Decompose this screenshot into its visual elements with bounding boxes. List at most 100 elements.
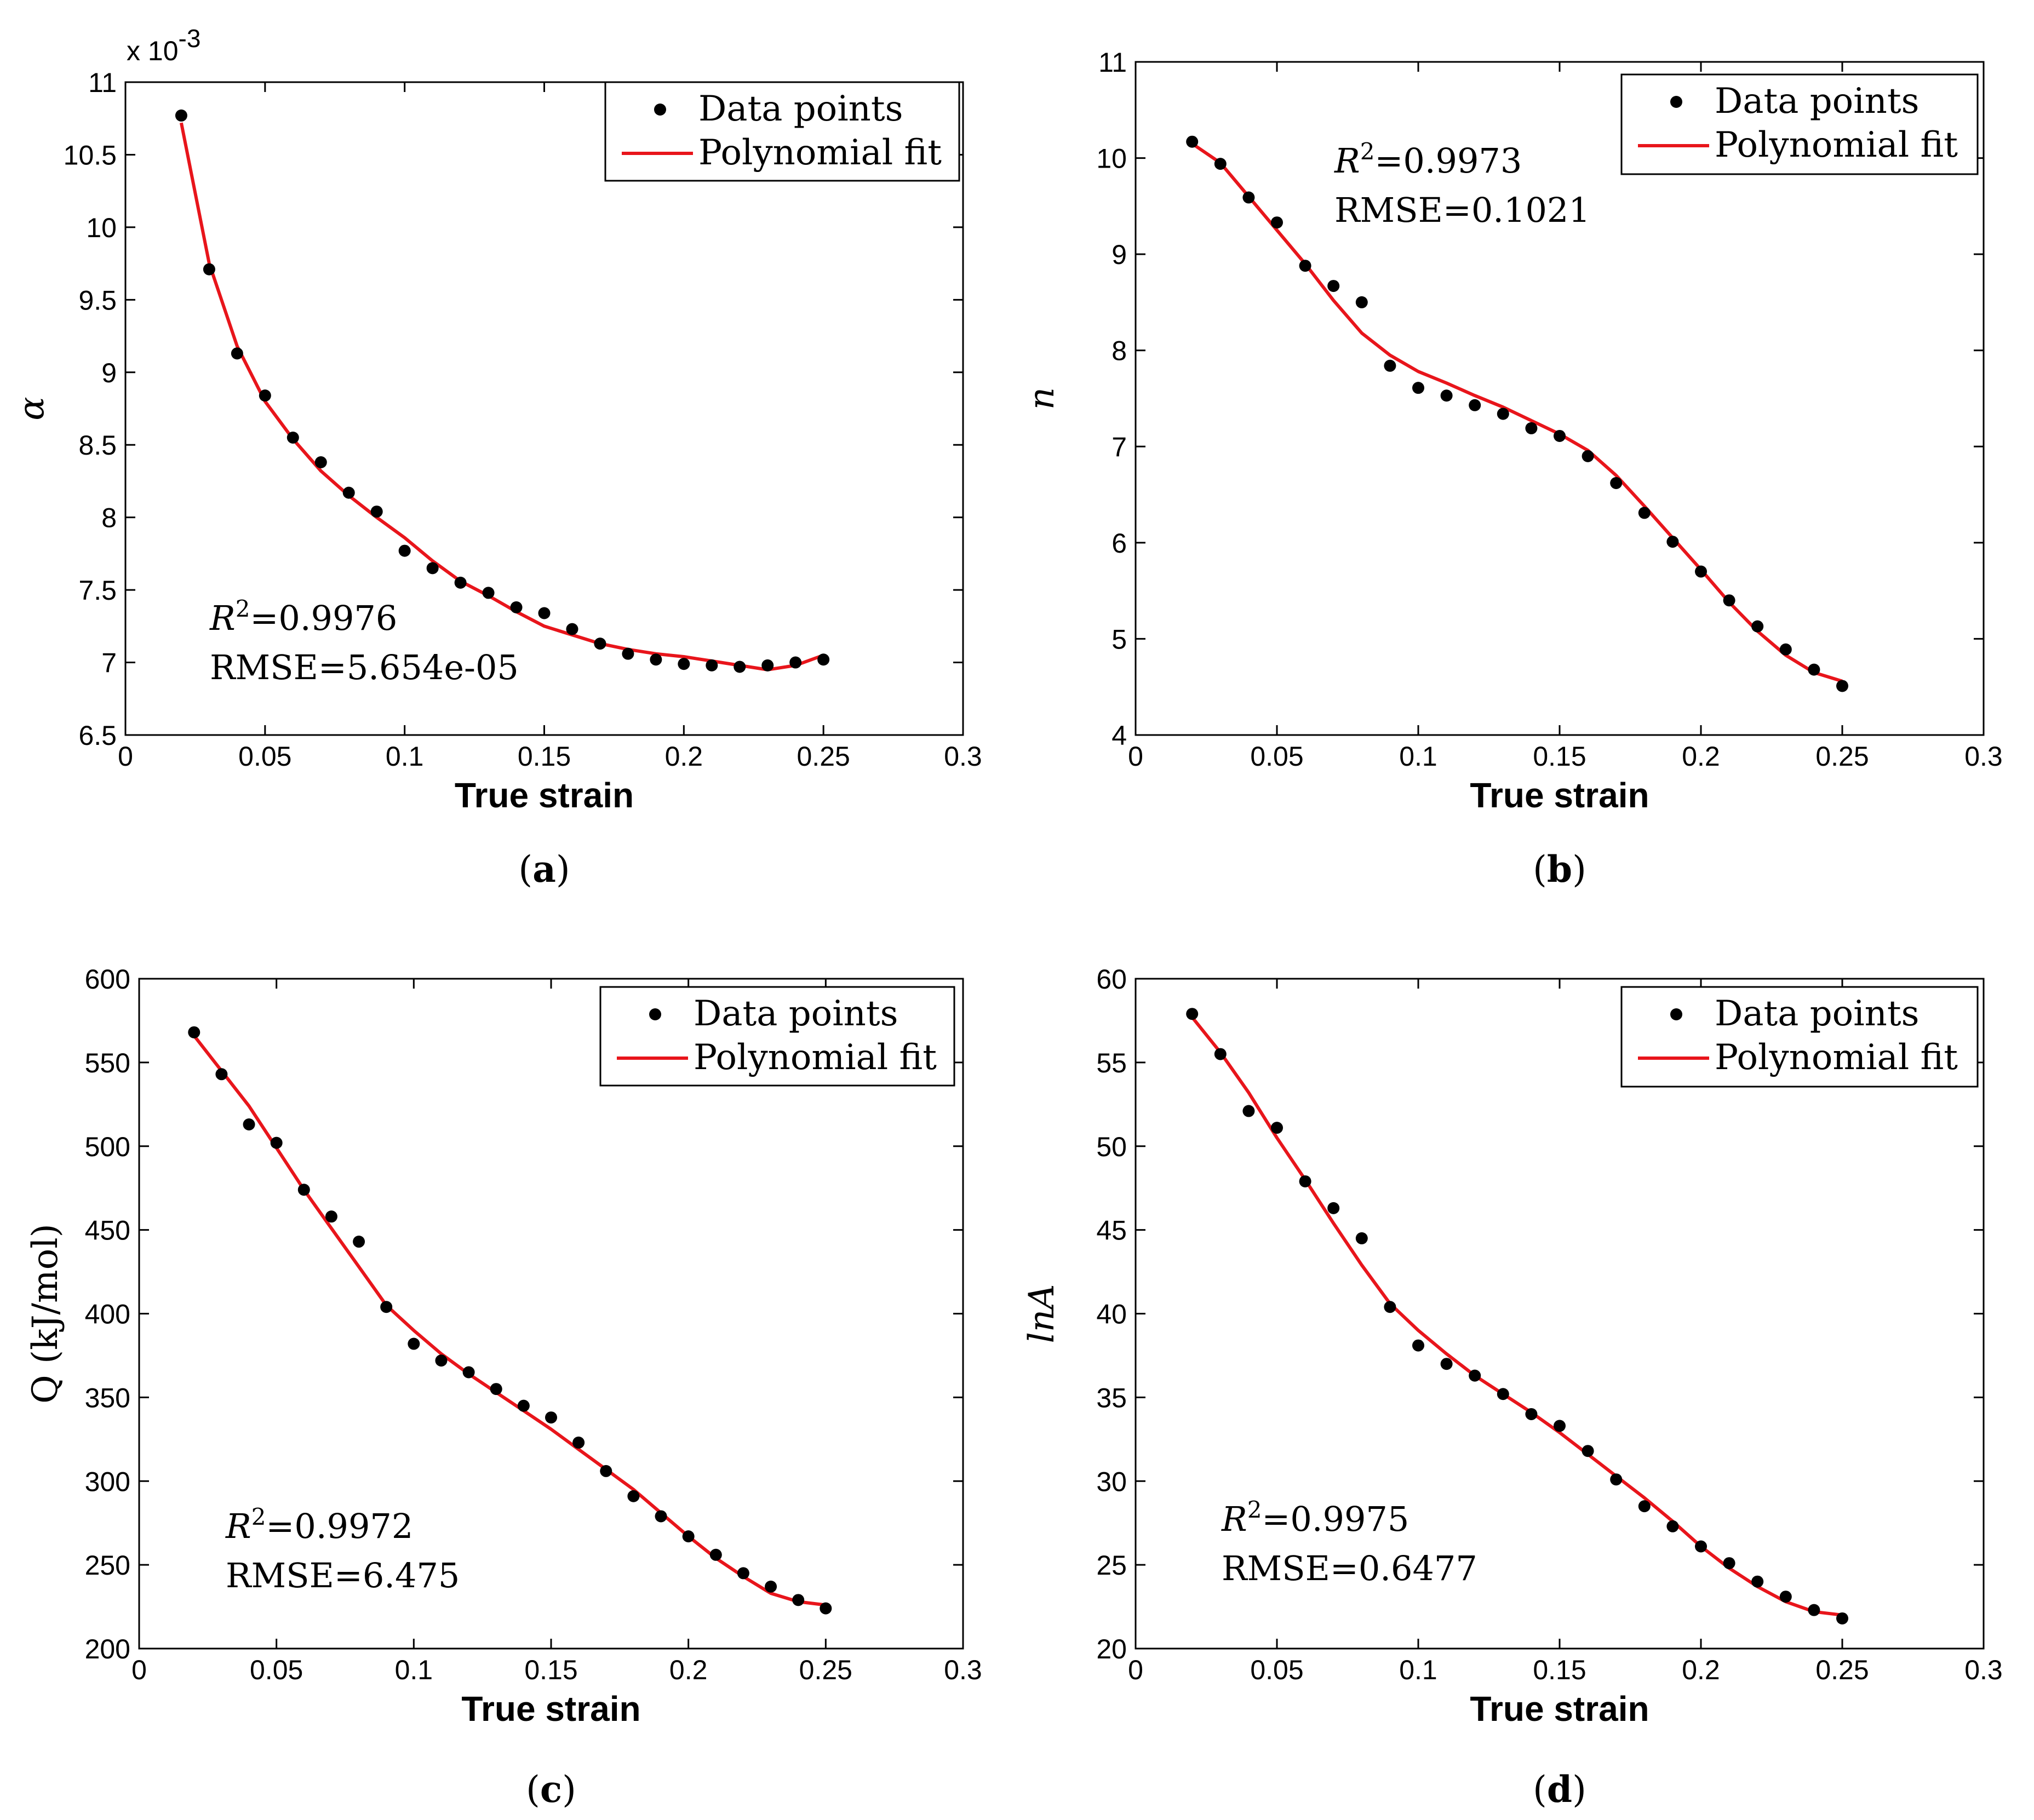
- legend-label-points: Data points: [694, 994, 898, 1034]
- y-axis-label: lnA: [1022, 1284, 1062, 1344]
- data-point: [231, 347, 243, 360]
- caption-letter: d: [1547, 1768, 1572, 1811]
- data-point: [627, 1490, 640, 1502]
- y-tick-label: 8: [101, 503, 117, 533]
- data-point: [1327, 1202, 1340, 1214]
- data-point: [408, 1337, 420, 1350]
- y-tick-label: 550: [85, 1048, 130, 1078]
- data-point: [1214, 1048, 1227, 1060]
- caption-close: ): [1572, 1769, 1586, 1811]
- y-tick-label: 9: [1111, 239, 1127, 270]
- caption-open: (: [518, 848, 532, 891]
- chart-panel-a: 0 0.05 0.1 0.15 0.2 0.25 0.3 6.5 7 7.5 8 8.5 9 9.5 10 1…: [12, 24, 982, 891]
- y-tick-label: 7: [1111, 432, 1127, 462]
- data-point: [1384, 359, 1396, 372]
- chart-panel-d: 0 0.05 0.1 0.15 0.2 0.25 0.3 20 25 30 35 40 45 50 55 60…: [1022, 964, 2003, 1811]
- data-point: [490, 1383, 502, 1396]
- data-point: [789, 656, 802, 669]
- r-squared-superscript: 2: [1360, 138, 1375, 165]
- data-point: [1186, 1008, 1199, 1020]
- y-tick-label: 55: [1096, 1048, 1127, 1078]
- data-point: [1271, 216, 1283, 229]
- data-point: [765, 1580, 777, 1593]
- data-point: [1214, 158, 1227, 170]
- fit-line: [1191, 142, 1843, 683]
- caption-open: (: [526, 1769, 540, 1811]
- data-point: [1610, 1473, 1623, 1486]
- y-tick-label: 11: [88, 67, 117, 98]
- panel-caption: (d): [1533, 1768, 1586, 1811]
- data-point: [622, 647, 634, 660]
- data-point: [517, 1399, 530, 1412]
- data-point: [426, 562, 439, 575]
- data-point: [454, 576, 467, 589]
- data-point: [600, 1465, 612, 1477]
- data-point: [1638, 1500, 1651, 1513]
- data-point: [761, 659, 774, 671]
- legend-marker-points: [654, 104, 666, 116]
- y-tick-label: 7.5: [78, 575, 117, 606]
- x-tick-label: 0.05: [1250, 1655, 1303, 1685]
- y-tick-label: 60: [1096, 964, 1127, 995]
- data-point: [243, 1118, 255, 1131]
- data-point: [1751, 620, 1764, 633]
- data-point: [188, 1026, 200, 1038]
- x-axis-label: True strain: [1470, 1689, 1649, 1729]
- x-tick-label: 0.25: [1815, 741, 1869, 772]
- caption-letter: a: [532, 848, 556, 891]
- x-tick-label: 0.3: [1964, 741, 2003, 772]
- data-point: [1808, 1604, 1820, 1616]
- y-tick-label: 45: [1096, 1215, 1127, 1246]
- rmse-label: RMSE=5.654e-05: [210, 647, 519, 687]
- r-squared-superscript: 2: [236, 595, 250, 622]
- x-tick-label: 0.25: [799, 1655, 852, 1685]
- data-point: [380, 1301, 393, 1313]
- data-point: [1723, 594, 1735, 607]
- r-squared-value: =0.9972: [266, 1506, 413, 1546]
- data-point: [538, 607, 551, 619]
- data-point: [1469, 1369, 1481, 1382]
- data-point: [1582, 450, 1594, 462]
- y-tick-label: 250: [85, 1550, 130, 1581]
- y-tick-label: 450: [85, 1215, 130, 1246]
- r-squared-value: =0.9976: [250, 598, 397, 638]
- y-tick-label: 9: [101, 358, 117, 388]
- caption-letter: c: [540, 1768, 562, 1811]
- y-tick-label: 6: [1111, 528, 1127, 559]
- data-point: [737, 1567, 749, 1580]
- data-point: [1751, 1575, 1764, 1588]
- data-point: [1271, 1122, 1283, 1134]
- data-point: [1610, 477, 1623, 490]
- legend-marker-points: [1670, 96, 1682, 108]
- data-point: [1554, 1420, 1566, 1432]
- data-point: [1779, 1591, 1792, 1603]
- panel-caption: (a): [518, 848, 570, 891]
- x-tick-label: 0.15: [1533, 741, 1586, 772]
- r-squared-label: R2=0.9973: [1334, 138, 1522, 181]
- x-tick-label: 0: [1128, 1655, 1143, 1685]
- y-tick-label: 20: [1096, 1634, 1127, 1664]
- data-point: [297, 1184, 310, 1196]
- data-point: [1242, 191, 1255, 204]
- r-squared-symbol: R: [209, 598, 236, 638]
- x-tick-label: 0.3: [944, 741, 982, 772]
- r-squared-symbol: R: [1221, 1499, 1247, 1539]
- caption-close: ): [556, 848, 570, 891]
- x-tick-label: 0.1: [1399, 741, 1437, 772]
- data-point: [1554, 429, 1566, 442]
- data-point: [1695, 1540, 1707, 1553]
- data-point: [820, 1602, 832, 1615]
- data-point: [1525, 422, 1538, 434]
- x-axis-label: True strain: [455, 776, 634, 815]
- data-point: [1355, 1232, 1368, 1244]
- y-tick-label: 6.5: [78, 720, 117, 751]
- r-squared-label: R2=0.9976: [209, 595, 397, 638]
- caption-close: ): [562, 1769, 576, 1811]
- x-tick-label: 0.3: [1964, 1655, 2003, 1685]
- data-point: [175, 109, 187, 122]
- y-tick-label: 11: [1098, 47, 1127, 78]
- r-squared-symbol: R: [225, 1506, 251, 1546]
- legend-label-points: Data points: [698, 89, 903, 129]
- data-point: [1723, 1557, 1735, 1570]
